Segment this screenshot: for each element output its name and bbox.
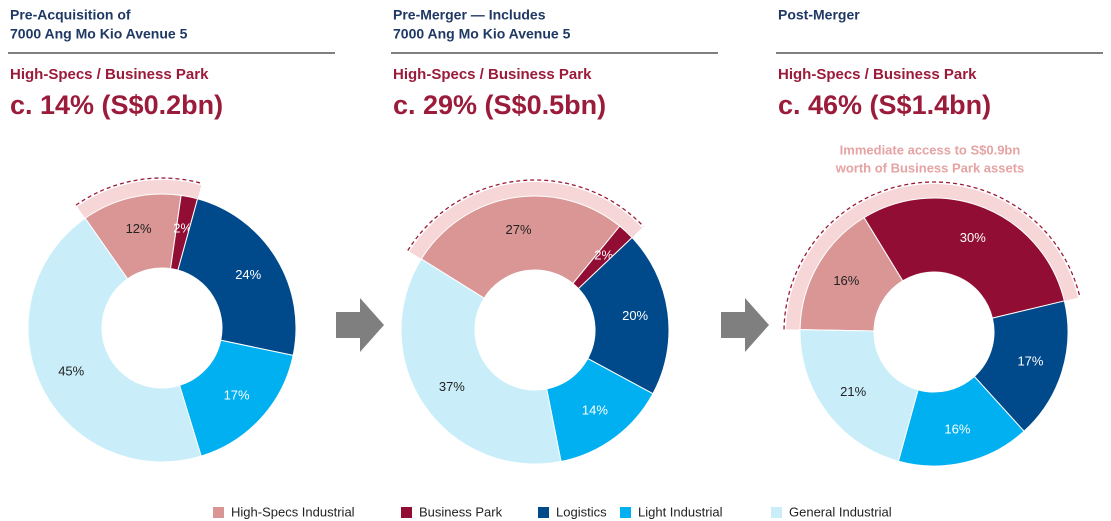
donut-segment (178, 339, 294, 457)
donut-segment (177, 198, 297, 356)
panel-title: Post-Merger (778, 7, 860, 23)
data-label: 12% (126, 221, 152, 236)
data-label: 21% (840, 384, 866, 399)
highlight-band (77, 180, 202, 219)
donut-segment (799, 329, 919, 462)
legend-swatch (401, 507, 412, 518)
subtitle: High-Specs / Business Park (393, 66, 592, 83)
arrow (336, 298, 384, 352)
donut-segment (420, 195, 621, 299)
data-label: 45% (58, 364, 84, 379)
legend-label: Light Industrial (638, 504, 723, 519)
data-label: 37% (439, 379, 465, 394)
donut-segment (400, 258, 562, 465)
headline: c. 46% (S$1.4bn) (778, 90, 991, 120)
donut-segment (973, 300, 1069, 432)
legend-swatch (213, 507, 224, 518)
donut-segment (863, 197, 1065, 319)
highlight-arc (407, 179, 645, 251)
highlight-band (409, 181, 643, 259)
legend-label: Logistics (556, 504, 607, 519)
data-label: 16% (944, 422, 970, 437)
subtitle: High-Specs / Business Park (778, 66, 977, 83)
legend-label: General Industrial (789, 504, 892, 519)
annotation: worth of Business Park assets (835, 160, 1025, 175)
legend-swatch (620, 507, 631, 518)
donut-segment (27, 217, 202, 463)
subtitle: High-Specs / Business Park (10, 66, 209, 83)
panel-title: 7000 Ang Mo Kio Avenue 5 (10, 26, 188, 42)
donut-segment (577, 236, 670, 395)
data-label: 24% (235, 267, 261, 282)
legend-label: Business Park (419, 504, 503, 519)
legend-swatch (538, 507, 549, 518)
data-label: 17% (224, 388, 250, 403)
data-label: 17% (1017, 353, 1043, 368)
data-label: 2% (594, 247, 613, 262)
headline: c. 29% (S$0.5bn) (393, 90, 606, 120)
data-label: 20% (622, 308, 648, 323)
data-label: 2% (173, 221, 192, 236)
data-label: 16% (833, 273, 859, 288)
headline: c. 14% (S$0.2bn) (10, 90, 223, 120)
highlight-arc (75, 177, 203, 206)
highlight-arc (783, 181, 1081, 330)
data-label: 30% (960, 230, 986, 245)
data-label: 27% (505, 222, 531, 237)
panel-title: 7000 Ang Mo Kio Avenue 5 (393, 26, 571, 42)
panel-title: Pre-Merger — Includes (393, 7, 546, 23)
data-label: 14% (582, 403, 608, 418)
panel-title: Pre-Acquisition of (10, 7, 131, 23)
legend-swatch (771, 507, 782, 518)
arrow (721, 298, 769, 352)
annotation: Immediate access to S$0.9bn (840, 142, 1021, 157)
legend-label: High-Specs Industrial (231, 504, 355, 519)
